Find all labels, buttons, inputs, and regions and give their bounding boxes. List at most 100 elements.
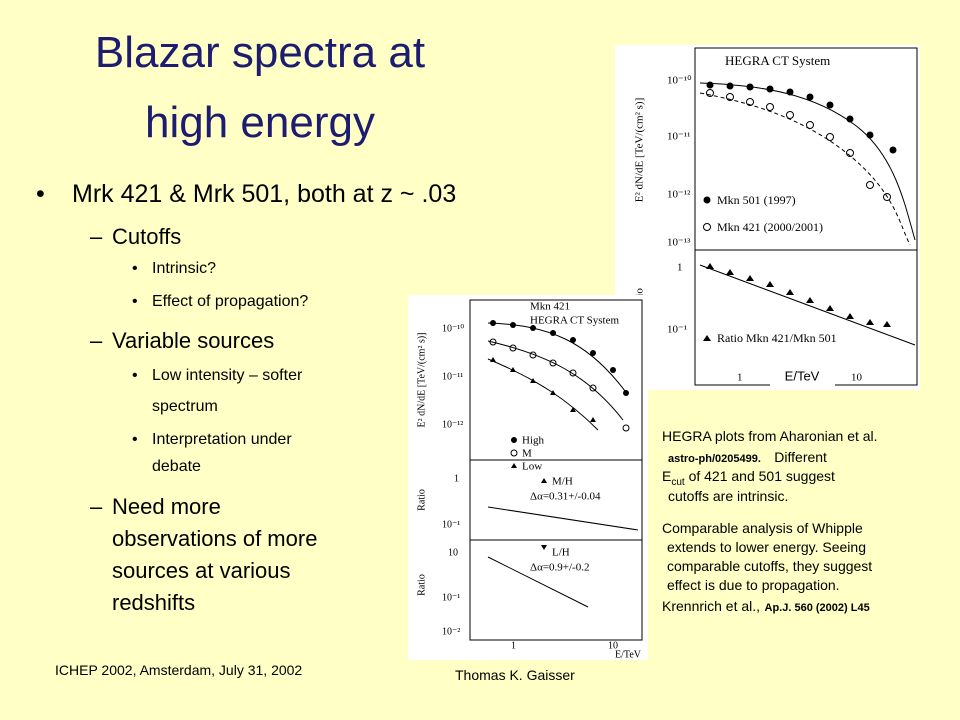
- dash: –: [90, 328, 103, 353]
- points-421: [706, 89, 891, 201]
- y-tick: 10⁻¹¹: [442, 371, 463, 382]
- ratio-legend: Δα=0.9+/-0.2: [530, 562, 589, 574]
- legend: High: [522, 435, 545, 447]
- y-tick: 10⁻¹³: [667, 237, 691, 249]
- sub-item: Need more: [112, 494, 221, 519]
- sub-item: redshifts: [112, 590, 196, 615]
- footer: ICHEP 2002, Amsterdam, July 31, 2002: [55, 662, 303, 678]
- ratio-label: Ratio: [416, 489, 427, 511]
- subscript: cut: [671, 476, 685, 488]
- x-tick: 1: [737, 372, 743, 384]
- legend: Low: [522, 461, 542, 473]
- caption-text: of 421 and 501 suggest: [688, 468, 835, 484]
- ratio-fit: [699, 264, 916, 346]
- item: Intrinsic?: [152, 260, 217, 277]
- caption-text: Different: [774, 449, 827, 465]
- ratio-tick: 1: [677, 262, 683, 274]
- caption: Comparable analysis of Whipple: [662, 520, 863, 536]
- legend-marker: [511, 463, 517, 468]
- bullet: Mrk 421 & Mrk 501, both at z ~ .03: [72, 180, 457, 208]
- points-low: [490, 357, 596, 422]
- legend-marker: [541, 545, 547, 550]
- legend: Ratio Mkn 421/Mkn 501: [717, 331, 837, 345]
- title-line: Blazar spectra at: [94, 28, 426, 77]
- author: Krennrich et al.,: [662, 598, 761, 614]
- ratio-legend: L/H: [552, 547, 570, 559]
- caption: cutoffs are intrinsic.: [668, 488, 789, 504]
- ratio-tick: 10⁻²: [442, 626, 460, 637]
- ratio-tick: 1: [454, 473, 459, 484]
- fit-curve: [487, 340, 624, 421]
- figure-2: Mkn 421 HEGRA CT System E² dN/dE [TeV/(c…: [408, 295, 648, 660]
- points-medium: [489, 338, 630, 432]
- footer: Thomas K. Gaisser: [455, 667, 575, 683]
- fig-title: Mkn 421: [530, 301, 570, 313]
- dot: •: [132, 293, 138, 310]
- symbol: E: [662, 468, 672, 484]
- sub-item: Cutoffs: [112, 224, 182, 249]
- dot: •: [132, 260, 138, 277]
- reference: Ap.J. 560 (2002) L45: [764, 602, 870, 614]
- y-label: E² dN/dE [TeV/(cm² s)]: [416, 333, 427, 428]
- caption: comparable cutoffs, they suggest: [667, 558, 873, 574]
- caption: effect is due to propagation.: [667, 577, 840, 593]
- fit-curve: [487, 322, 629, 396]
- figure-bg: [408, 295, 648, 660]
- fig-title: HEGRA CT System: [725, 53, 830, 68]
- ratio-fit: [487, 506, 639, 531]
- y-tick: 10⁻¹²: [667, 189, 691, 201]
- dot: •: [132, 367, 138, 384]
- y-tick: 10⁻¹²: [442, 419, 463, 430]
- dot: •: [132, 431, 138, 448]
- dash: –: [90, 224, 103, 249]
- fit-curve: [699, 82, 916, 241]
- legend-marker: [703, 196, 711, 204]
- x-tick: 10: [608, 640, 618, 651]
- ratio-points: [706, 263, 891, 327]
- ratio-fit: [487, 556, 589, 608]
- legend-marker: [703, 223, 711, 231]
- points-high: [490, 320, 629, 396]
- ratio-tick: 10: [448, 547, 458, 558]
- figure-bg: [615, 45, 920, 390]
- item: Interpretation under: [152, 431, 292, 448]
- x-tick: 10: [851, 372, 863, 384]
- legend: M: [522, 448, 532, 460]
- x-label: E/TeV: [785, 368, 820, 383]
- ratio-legend: M/H: [552, 476, 573, 488]
- reference: astro-ph/0205499.: [668, 453, 761, 465]
- fit-curve: [487, 358, 599, 431]
- item: spectrum: [152, 398, 218, 415]
- ratio-tick: 10⁻¹: [667, 324, 687, 336]
- item: Low intensity – softer: [152, 367, 303, 384]
- ratio-tick: 10⁻¹: [442, 592, 460, 603]
- legend-marker: [703, 335, 711, 341]
- ratio-legend: Δα=0.31+/-0.04: [530, 491, 601, 503]
- caption: astro-ph/0205499. Different: [668, 449, 827, 467]
- fit-curve: [699, 92, 911, 246]
- points-501: [706, 81, 897, 154]
- legend-marker: [511, 437, 517, 443]
- caption: HEGRA plots from Aharonian et al.: [662, 428, 878, 444]
- item: Effect of propagation?: [152, 293, 309, 310]
- y-tick: 10⁻¹¹: [667, 131, 690, 143]
- ratio-tick: 10⁻¹: [442, 519, 460, 530]
- sub-item: Variable sources: [112, 328, 275, 353]
- bullet-mark: •: [36, 180, 45, 208]
- legend-marker: [541, 478, 547, 483]
- title-line: high energy: [145, 98, 375, 147]
- ratio-label: Ratio: [416, 574, 427, 596]
- legend: Mkn 421 (2000/2001): [717, 220, 823, 234]
- y-tick: 10⁻¹⁰: [667, 75, 692, 87]
- caption: Krennrich et al., Ap.J. 560 (2002) L45: [662, 598, 870, 616]
- x-tick: 1: [511, 640, 516, 651]
- label-box: [770, 365, 835, 389]
- frame: [469, 299, 643, 641]
- caption: extends to lower energy. Seeing: [667, 539, 866, 555]
- y-tick: 10⁻¹⁰: [442, 323, 464, 334]
- x-label: E/TeV: [615, 649, 642, 660]
- sub-item: sources at various: [112, 558, 291, 583]
- fig-title: HEGRA CT System: [530, 315, 619, 327]
- legend: Mkn 501 (1997): [717, 193, 796, 207]
